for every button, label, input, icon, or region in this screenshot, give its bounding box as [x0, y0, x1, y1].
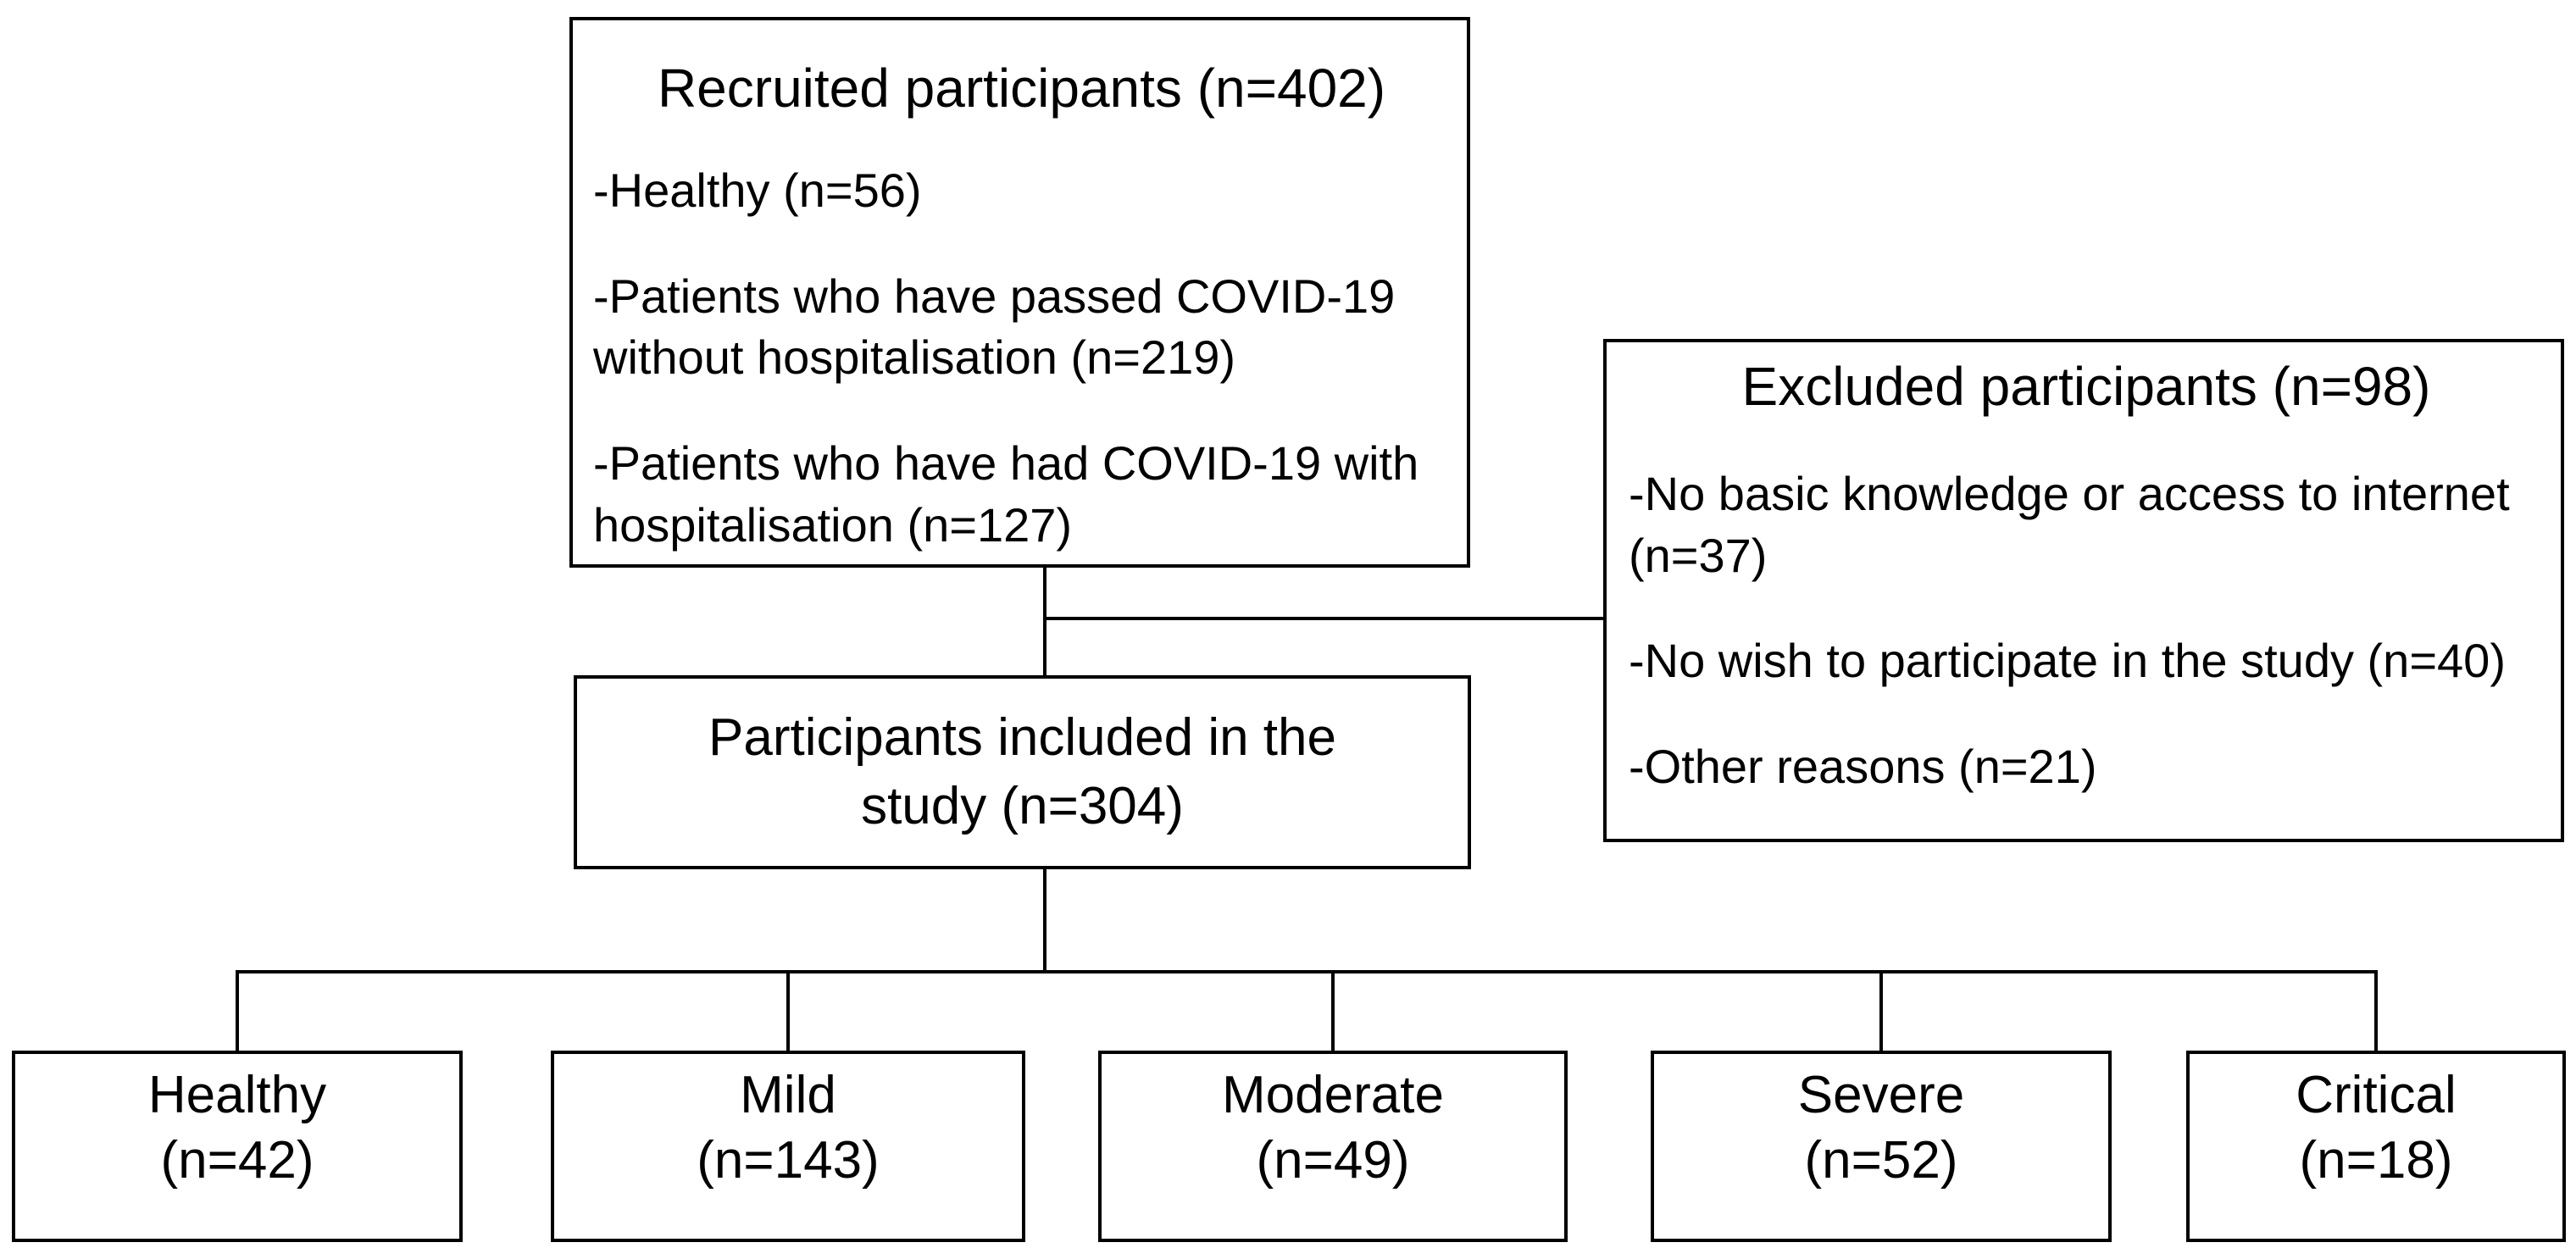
severity-box-severe: Severe (n=52): [1651, 1051, 2112, 1242]
excluded-item-other-reasons: -Other reasons (n=21): [1629, 740, 2097, 794]
severity-box-healthy: Healthy (n=42): [12, 1051, 463, 1242]
connector-drop-mild: [786, 970, 790, 1051]
severity-box-mild: Mild (n=143): [551, 1051, 1025, 1242]
severity-label: Moderate: [1222, 1065, 1444, 1124]
severity-label: Healthy: [147, 1065, 327, 1124]
included-participants-box: Participants included in the study (n=30…: [574, 675, 1471, 869]
severity-box-critical: Critical (n=18): [2186, 1051, 2566, 1242]
connector-recruited-to-included: [1043, 568, 1046, 675]
severity-label: Severe: [1797, 1065, 1965, 1124]
excluded-title: Excluded participants (n=98): [1741, 356, 2431, 417]
recruited-participants-box: Recruited participants (n=402) -Healthy …: [569, 17, 1470, 568]
excluded-item-no-wish: -No wish to participate in the study (n=…: [1629, 634, 2506, 688]
severity-box-moderate: Moderate (n=49): [1098, 1051, 1568, 1242]
severity-count: (n=143): [697, 1131, 880, 1190]
connector-included-to-distribution: [1043, 869, 1046, 973]
severity-label: Mild: [740, 1065, 836, 1124]
excluded-participants-box: Excluded participants (n=98) -No basic k…: [1603, 339, 2564, 842]
severity-count: (n=42): [160, 1131, 314, 1190]
connector-distribution-line: [236, 970, 2378, 973]
severity-count: (n=18): [2299, 1131, 2453, 1190]
recruited-title: Recruited participants (n=402): [657, 58, 1386, 119]
connector-drop-severe: [1879, 970, 1883, 1051]
severity-count: (n=52): [1804, 1131, 1958, 1190]
severity-count: (n=49): [1256, 1131, 1410, 1190]
severity-label: Critical: [2296, 1065, 2457, 1124]
connector-branch-to-excluded: [1043, 617, 1603, 620]
connector-drop-moderate: [1331, 970, 1335, 1051]
excluded-item-no-internet: -No basic knowledge or access to interne…: [1629, 466, 2510, 582]
included-title: Participants included in the study (n=30…: [708, 707, 1336, 835]
recruited-item-healthy: -Healthy (n=56): [593, 163, 922, 217]
connector-drop-critical: [2374, 970, 2378, 1051]
connector-drop-healthy: [236, 970, 239, 1051]
recruited-item-with-hospitalisation: -Patients who have had COVID-19 with hos…: [593, 436, 1419, 552]
recruited-item-no-hospitalisation: -Patients who have passed COVID-19 witho…: [593, 269, 1396, 385]
